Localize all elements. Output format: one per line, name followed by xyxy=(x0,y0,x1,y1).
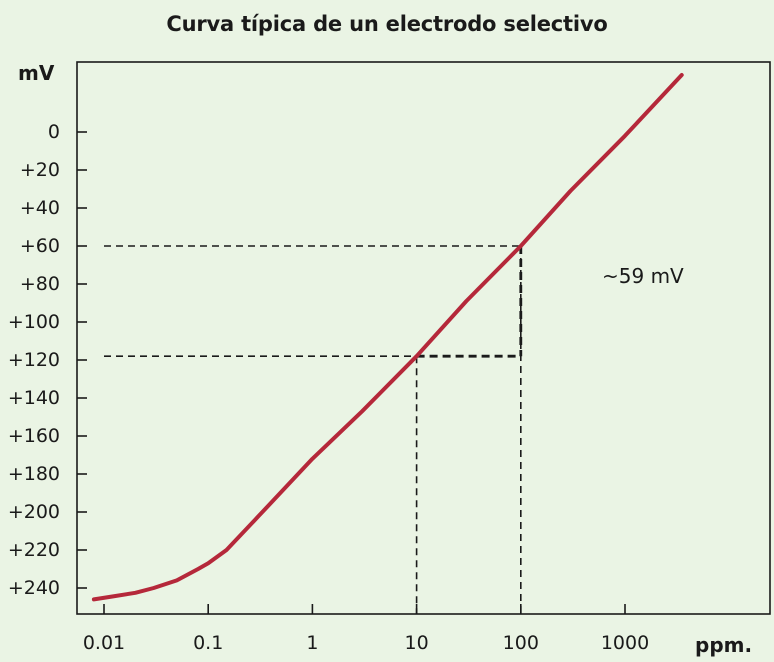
y-tick-label: +80 xyxy=(20,273,60,295)
y-axis-label: mV xyxy=(18,61,55,85)
y-tick-label: +160 xyxy=(8,425,60,447)
y-tick-label: +240 xyxy=(8,577,60,599)
x-tick-label: 100 xyxy=(503,632,539,654)
x-tick-label: 10 xyxy=(405,632,429,654)
y-tick-label: +180 xyxy=(8,463,60,485)
y-tick-label: +100 xyxy=(8,311,60,333)
x-tick-label: 0.01 xyxy=(83,632,125,654)
y-tick-label: +40 xyxy=(20,197,60,219)
y-tick-label: +60 xyxy=(20,235,60,257)
slope-annotation: ~59 mV xyxy=(602,264,684,288)
y-tick-label: +20 xyxy=(20,159,60,181)
x-axis-label: ppm. xyxy=(695,633,752,657)
y-tick-label: +120 xyxy=(8,349,60,371)
y-tick-label: +220 xyxy=(8,539,60,561)
x-tick-label: 1 xyxy=(306,632,318,654)
plot-frame xyxy=(76,61,771,615)
y-tick-label: +140 xyxy=(8,387,60,409)
x-tick-label: 1000 xyxy=(601,632,649,654)
chart-title: Curva típica de un electrodo selectivo xyxy=(166,12,608,36)
series-line xyxy=(91,73,684,602)
y-tick-label: 0 xyxy=(48,121,60,143)
x-tick-label: 0.1 xyxy=(193,632,223,654)
y-tick-label: +200 xyxy=(8,501,60,523)
